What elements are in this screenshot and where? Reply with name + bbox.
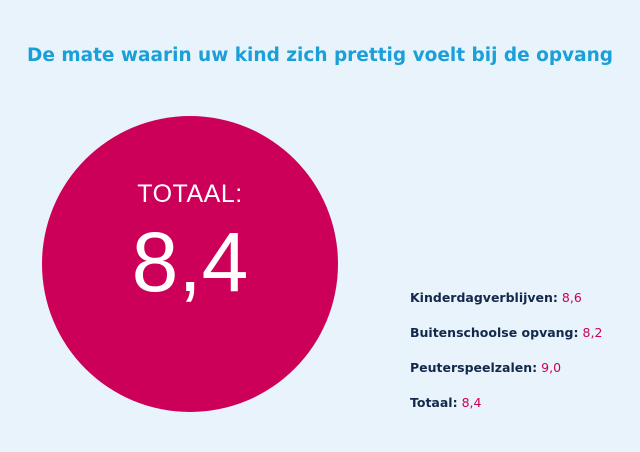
score-item-label: Buitenschoolse opvang: <box>410 325 579 340</box>
page-title: De mate waarin uw kind zich prettig voel… <box>26 45 614 66</box>
score-item-label: Kinderdagverblijven: <box>410 290 558 305</box>
score-item-value: 8,2 <box>582 325 603 340</box>
score-list: Kinderdagverblijven: 8,6 Buitenschoolse o… <box>410 288 602 428</box>
score-item-buitenschoolse-opvang: Buitenschoolse opvang: 8,2 <box>410 323 602 343</box>
score-item-value: 9,0 <box>541 360 562 375</box>
score-item-kinderdagverblijven: Kinderdagverblijven: 8,6 <box>410 288 602 308</box>
score-item-label: Totaal: <box>410 395 458 410</box>
total-score-circle: TOTAAL: 8,4 <box>42 116 338 412</box>
score-item-value: 8,4 <box>461 395 482 410</box>
score-item-value: 8,6 <box>561 290 582 305</box>
score-item-label: Peuterspeelzalen: <box>410 360 538 375</box>
score-item-peuterspeelzalen: Peuterspeelzalen: 9,0 <box>410 358 602 378</box>
total-score-value: 8,4 <box>131 215 249 309</box>
total-score-label: TOTAAL: <box>137 180 243 208</box>
score-item-totaal: Totaal: 8,4 <box>410 393 602 413</box>
